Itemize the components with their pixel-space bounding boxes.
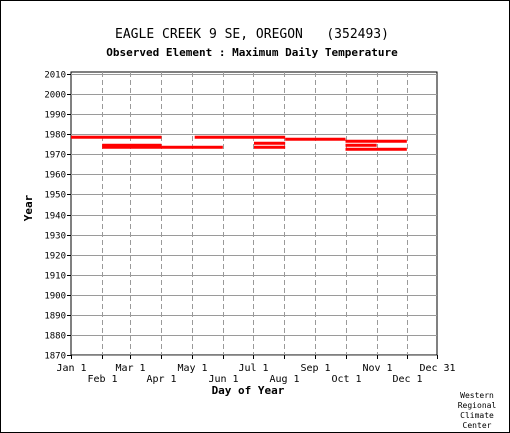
y-tick-label: 1950 [44,191,66,201]
record-segment [102,145,162,149]
y-tick-label: 1910 [44,272,66,282]
y-tick-label: 1920 [44,252,66,262]
x-tick-label: Mar 1 [115,363,145,374]
y-tick-label: 2010 [44,71,66,81]
x-tick-label: Aug 1 [269,374,299,385]
record-segment [254,141,286,145]
grid [71,72,437,356]
y-tick-label: 1980 [44,131,66,141]
x-tick-label: Nov 1 [362,363,392,374]
y-tick-label: 1940 [44,212,66,222]
chart-title: EAGLE CREEK 9 SE, OREGON (352493) [115,27,389,42]
x-tick-label: May 1 [177,363,207,374]
x-tick-label: Oct 1 [331,374,361,385]
y-tick-label: 1900 [44,292,66,302]
record-segment [345,139,407,143]
record-segment [194,135,286,139]
y-tick-label: 1880 [44,332,66,342]
y-axis-ticks: 1870 1880 1890 1900 1910 1920 1930 1940 1950 1960… [44,71,71,362]
y-tick-label: 1930 [44,232,66,242]
x-tick-label: Feb 1 [87,374,117,385]
credit-line: Western [460,391,494,400]
y-tick-label: 1870 [44,352,66,362]
record-segment [71,135,162,139]
record-segment [102,143,162,147]
y-tick-label: 2000 [44,91,66,101]
record-segment [345,147,407,151]
record-segment [254,145,286,149]
y-tick-label: 1960 [44,171,66,181]
x-tick-label: Jun 1 [208,374,238,385]
x-tick-label: Dec 31 [419,363,455,374]
credit-line: Climate [460,411,494,420]
x-tick-label: Jul 1 [238,363,268,374]
x-axis-ticks: Jan 1 Mar 1 May 1 Jul 1 Sep 1 Nov 1 Dec 31 Feb … [56,355,456,385]
credit-line: Regional [458,401,497,410]
x-axis-label: Day of Year [212,384,285,397]
credit-line: Center [463,421,492,430]
y-tick-label: 1890 [44,312,66,322]
y-tick-label: 1970 [44,151,66,161]
y-axis-label: Year [22,194,35,221]
x-tick-label: Apr 1 [146,374,176,385]
x-tick-label: Jan 1 [56,363,86,374]
x-tick-label: Dec 1 [392,374,422,385]
record-segment [285,137,346,141]
data-marks [71,135,407,151]
record-segment [161,145,223,149]
y-tick-label: 1990 [44,111,66,121]
x-tick-label: Sep 1 [300,363,330,374]
chart-subtitle: Observed Element : Maximum Daily Tempera… [106,46,398,59]
record-segment [345,143,377,147]
